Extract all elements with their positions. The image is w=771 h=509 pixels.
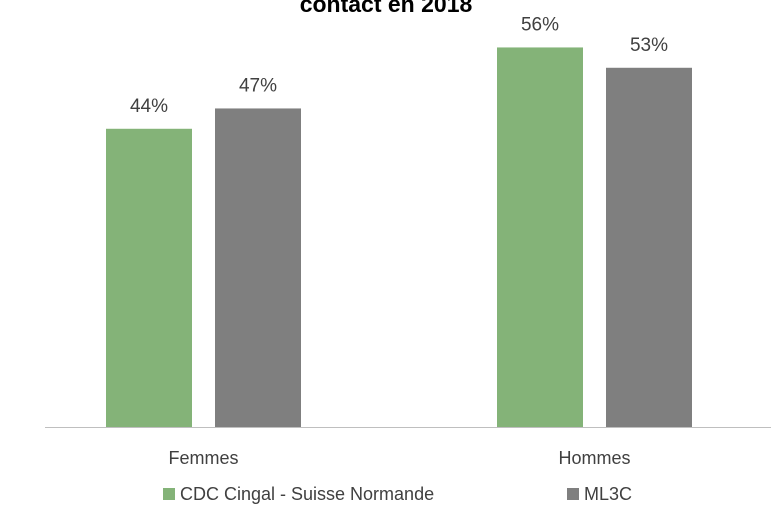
x-tick-label: Hommes [558,448,630,468]
value-label: 56% [521,14,559,35]
legend-label: ML3C [584,484,632,504]
bar [497,47,583,427]
value-label: 44% [130,96,168,117]
legend-label: CDC Cingal - Suisse Normande [180,484,434,504]
bar [606,67,692,428]
chart-title: contact en 2018 [300,0,473,17]
bar [106,128,192,427]
x-tick-label: Femmes [168,448,238,468]
legend-swatch [163,488,175,500]
value-label: 47% [239,75,277,96]
legend-swatch [567,488,579,500]
value-label: 53% [630,35,668,56]
bar [215,108,301,427]
